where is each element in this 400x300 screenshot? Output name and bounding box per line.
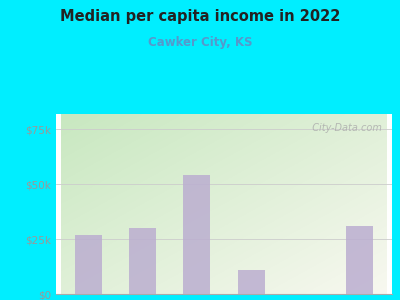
Text: City-Data.com: City-Data.com bbox=[306, 123, 382, 133]
Bar bbox=[75, 235, 102, 294]
Bar bbox=[346, 226, 373, 294]
Bar bbox=[183, 176, 210, 294]
Bar bbox=[129, 228, 156, 294]
Text: Median per capita income in 2022: Median per capita income in 2022 bbox=[60, 9, 340, 24]
Bar bbox=[238, 270, 265, 294]
Text: Cawker City, KS: Cawker City, KS bbox=[148, 36, 252, 49]
